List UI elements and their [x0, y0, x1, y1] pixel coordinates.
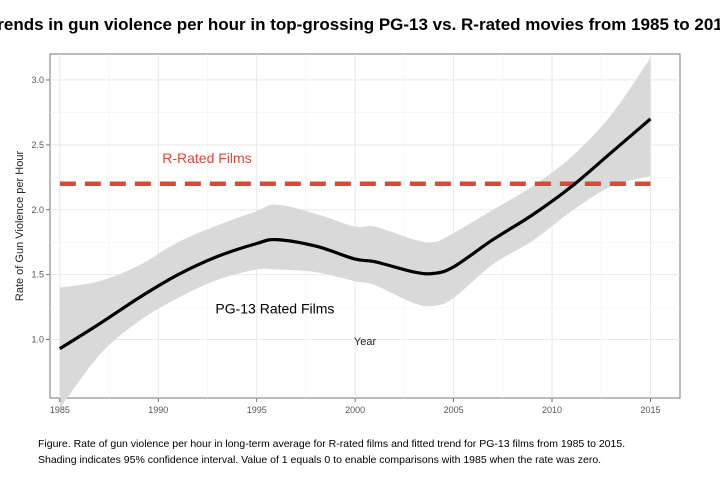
y-tick-label: 2.0 — [31, 205, 44, 215]
x-tick-label: 2000 — [345, 405, 365, 415]
x-axis-label: Year — [354, 336, 377, 348]
confidence-band — [59, 57, 651, 409]
x-tick-label: 2010 — [542, 405, 562, 415]
annotations: R-Rated Films PG-13 Rated Films — [162, 150, 334, 317]
y-tick-label: 1.0 — [31, 335, 44, 345]
y-tick-label: 2.5 — [31, 140, 44, 150]
y-axis-label: Rate of Gun Violence per Hour — [14, 151, 26, 302]
x-tick-label: 1985 — [50, 405, 70, 415]
series-annotation: R-Rated Films — [162, 150, 251, 166]
figure-caption: Figure. Rate of gun violence per hour in… — [38, 436, 718, 468]
axis-ticks: 1985 1990 1995 2000 2005 2010 2015 1.0 1.5 2.0 2.5… — [31, 75, 660, 415]
x-tick-label: 1990 — [148, 405, 168, 415]
series-annotation: PG-13 Rated Films — [215, 301, 334, 317]
caption-line-1: Figure. Rate of gun violence per hour in… — [38, 438, 626, 450]
caption-line-2: Shading indicates 95% confidence interva… — [38, 454, 602, 466]
y-tick-label: 1.5 — [31, 270, 44, 280]
y-tick-label: 3.0 — [31, 75, 44, 85]
x-tick-label: 1995 — [247, 405, 267, 415]
chart-title: Trends in gun violence per hour in top-g… — [0, 15, 720, 34]
x-tick-label: 2005 — [444, 405, 464, 415]
x-tick-label: 2015 — [640, 405, 660, 415]
pg13-trend-line — [58, 117, 652, 351]
plot-panel — [49, 53, 681, 399]
